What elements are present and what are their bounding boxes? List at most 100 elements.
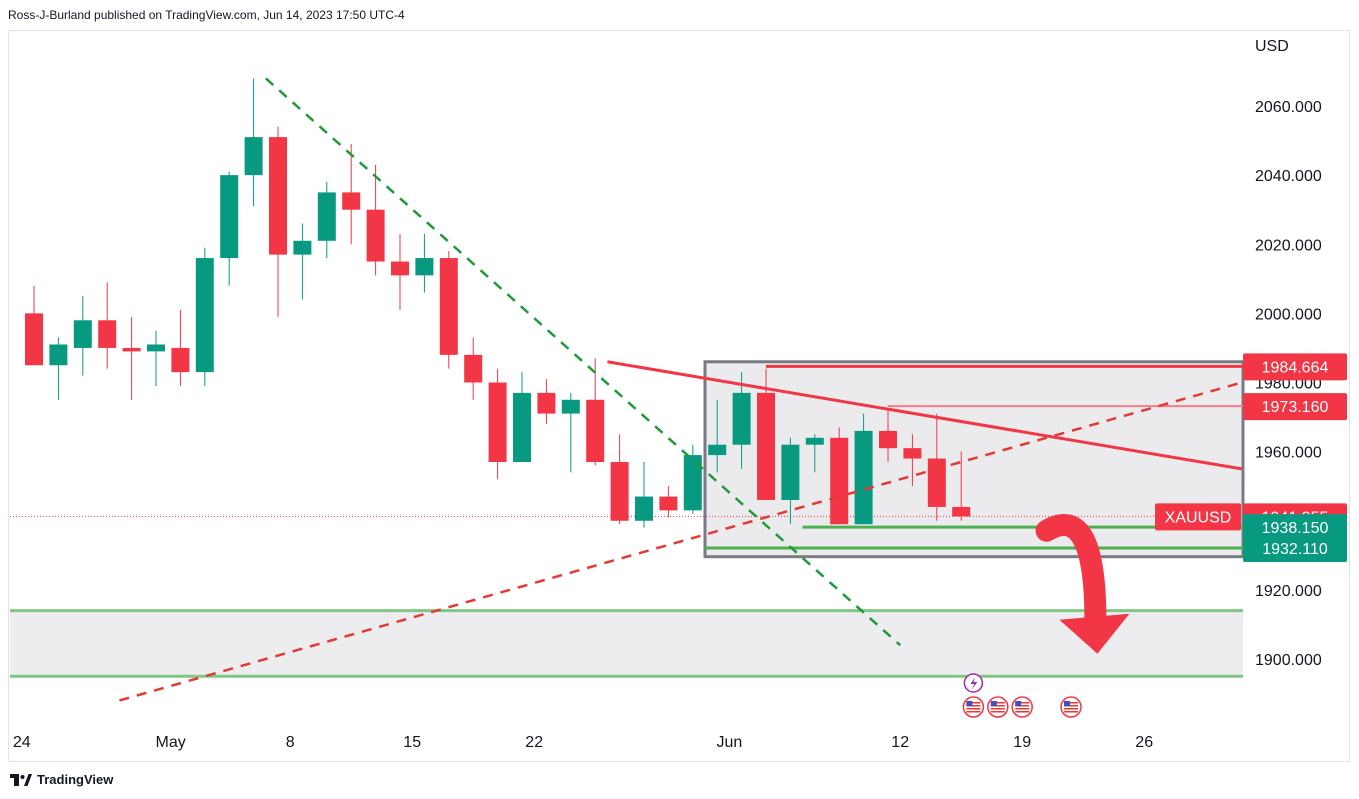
price-tick-label: 1960.000 bbox=[1255, 445, 1322, 462]
candle-body[interactable] bbox=[927, 458, 946, 507]
tradingview-logo-icon bbox=[10, 773, 32, 786]
candle-body[interactable] bbox=[391, 261, 409, 276]
price-tag-value: 1932.110 bbox=[1262, 541, 1328, 558]
bearish-arrow-body bbox=[1035, 514, 1107, 638]
candle-body[interactable] bbox=[659, 496, 678, 511]
candle-body[interactable] bbox=[513, 392, 531, 462]
price-tick-label: 1900.000 bbox=[1255, 652, 1322, 669]
candle-body[interactable] bbox=[147, 344, 165, 352]
candles-layer bbox=[25, 78, 971, 528]
price-axis: USD2060.0002040.0002020.0002000.0001980.… bbox=[1255, 38, 1322, 669]
price-tick-label: 2060.000 bbox=[1255, 99, 1322, 116]
price-tag-box bbox=[1243, 535, 1347, 563]
candle-body[interactable] bbox=[293, 240, 312, 255]
candle-body[interactable] bbox=[342, 192, 361, 210]
time-axis: 24 May 8 15 22 Jun 12 19 26 bbox=[13, 734, 1153, 751]
candle-body[interactable] bbox=[415, 258, 434, 276]
flag-stripe bbox=[990, 711, 1005, 713]
tradingview-brand: TradingView bbox=[37, 772, 114, 787]
price-tag-value: 1938.150 bbox=[1262, 520, 1329, 537]
time-tick-label: 15 bbox=[403, 734, 421, 751]
time-tick-label: May bbox=[156, 734, 186, 751]
candle-body[interactable] bbox=[683, 455, 702, 511]
currency-label: USD bbox=[1255, 38, 1289, 55]
candle-body[interactable] bbox=[732, 392, 751, 445]
price-tick-label: 2020.000 bbox=[1255, 237, 1322, 254]
flag-stripe bbox=[990, 702, 1005, 704]
candle-body[interactable] bbox=[708, 444, 727, 456]
symbol-tag-label: XAUUSD bbox=[1165, 509, 1232, 526]
flag-stripe bbox=[1015, 705, 1030, 707]
candle-body[interactable] bbox=[610, 461, 629, 521]
candle-body[interactable] bbox=[73, 320, 92, 348]
lightning-glyph bbox=[970, 677, 978, 690]
candle-body[interactable] bbox=[757, 392, 775, 501]
candle-body[interactable] bbox=[781, 444, 800, 501]
descending-resistance-line bbox=[607, 360, 1243, 471]
flag-canton bbox=[1015, 701, 1022, 706]
price-tag-box bbox=[1243, 514, 1347, 542]
candle-body[interactable] bbox=[464, 354, 483, 383]
candle-body[interactable] bbox=[25, 313, 43, 366]
price-tick-label: 1920.000 bbox=[1255, 583, 1322, 600]
candle-body[interactable] bbox=[171, 347, 190, 373]
flag-circle bbox=[962, 696, 985, 718]
candle-body[interactable] bbox=[317, 192, 336, 241]
candle-body[interactable] bbox=[220, 175, 239, 259]
candle-body[interactable] bbox=[537, 392, 556, 414]
trendlines-layer bbox=[119, 77, 1243, 702]
candle-body[interactable] bbox=[805, 437, 824, 445]
flag-stripe bbox=[990, 705, 1005, 707]
price-tag[interactable]: 1932.110 bbox=[1243, 535, 1347, 563]
candle-body[interactable] bbox=[122, 347, 141, 352]
candle-body[interactable] bbox=[269, 137, 287, 255]
us-flag-event-icon[interactable] bbox=[987, 696, 1009, 718]
candle-body[interactable] bbox=[439, 258, 458, 355]
candle-body[interactable] bbox=[244, 137, 263, 176]
flag-stripe bbox=[1064, 711, 1078, 713]
candle-body[interactable] bbox=[488, 382, 507, 462]
candle-body[interactable] bbox=[879, 430, 897, 449]
candle-body[interactable] bbox=[854, 430, 873, 525]
price-tag[interactable]: 1984.664 bbox=[1243, 353, 1347, 381]
us-flag-event-icon[interactable] bbox=[1060, 696, 1082, 718]
flag-canton bbox=[1064, 701, 1070, 706]
candle-body[interactable] bbox=[635, 496, 653, 521]
candle-body[interactable] bbox=[830, 437, 849, 525]
uptrend-dashed-line bbox=[119, 381, 1243, 702]
candle-body[interactable] bbox=[49, 344, 68, 366]
candle-body[interactable] bbox=[366, 209, 385, 262]
candle-body[interactable] bbox=[903, 448, 922, 459]
time-tick-label: 26 bbox=[1135, 734, 1153, 751]
tradingview-footer[interactable]: TradingView bbox=[10, 772, 113, 787]
flag-stripe bbox=[1064, 705, 1078, 707]
us-flag-event-icon[interactable] bbox=[962, 696, 985, 718]
price-tag-box bbox=[1243, 393, 1347, 421]
price-tick-label: 2040.000 bbox=[1255, 168, 1322, 185]
time-tick-label: Jun bbox=[717, 734, 743, 751]
price-tag[interactable]: 1938.150 bbox=[1243, 514, 1347, 542]
candle-body[interactable] bbox=[195, 258, 214, 373]
candle-body[interactable] bbox=[98, 320, 117, 348]
us-flag-event-icon[interactable] bbox=[1011, 696, 1033, 718]
flag-stripe bbox=[1064, 708, 1078, 710]
bearish-arrow-head bbox=[1059, 613, 1130, 654]
candle-body[interactable] bbox=[952, 506, 971, 517]
flag-canton bbox=[990, 701, 997, 706]
price-tag-value: 1973.160 bbox=[1262, 399, 1329, 416]
flag-stripe bbox=[1064, 702, 1078, 704]
publisher-header: Ross-J-Burland published on TradingView.… bbox=[8, 8, 405, 22]
economic-events bbox=[962, 673, 1082, 718]
flag-stripe bbox=[1015, 702, 1030, 704]
flag-canton bbox=[966, 701, 973, 706]
time-tick-label: 24 bbox=[13, 734, 31, 751]
candle-body[interactable] bbox=[586, 399, 605, 462]
candle-body[interactable] bbox=[561, 399, 580, 414]
price-tag[interactable]: 1973.160 bbox=[1243, 393, 1347, 421]
chart-frame bbox=[8, 30, 1350, 762]
time-tick-label: 22 bbox=[525, 734, 543, 751]
flag-stripe bbox=[966, 708, 981, 710]
symbol-tag-box bbox=[1155, 503, 1241, 531]
price-tag-value: 1984.664 bbox=[1262, 359, 1329, 376]
